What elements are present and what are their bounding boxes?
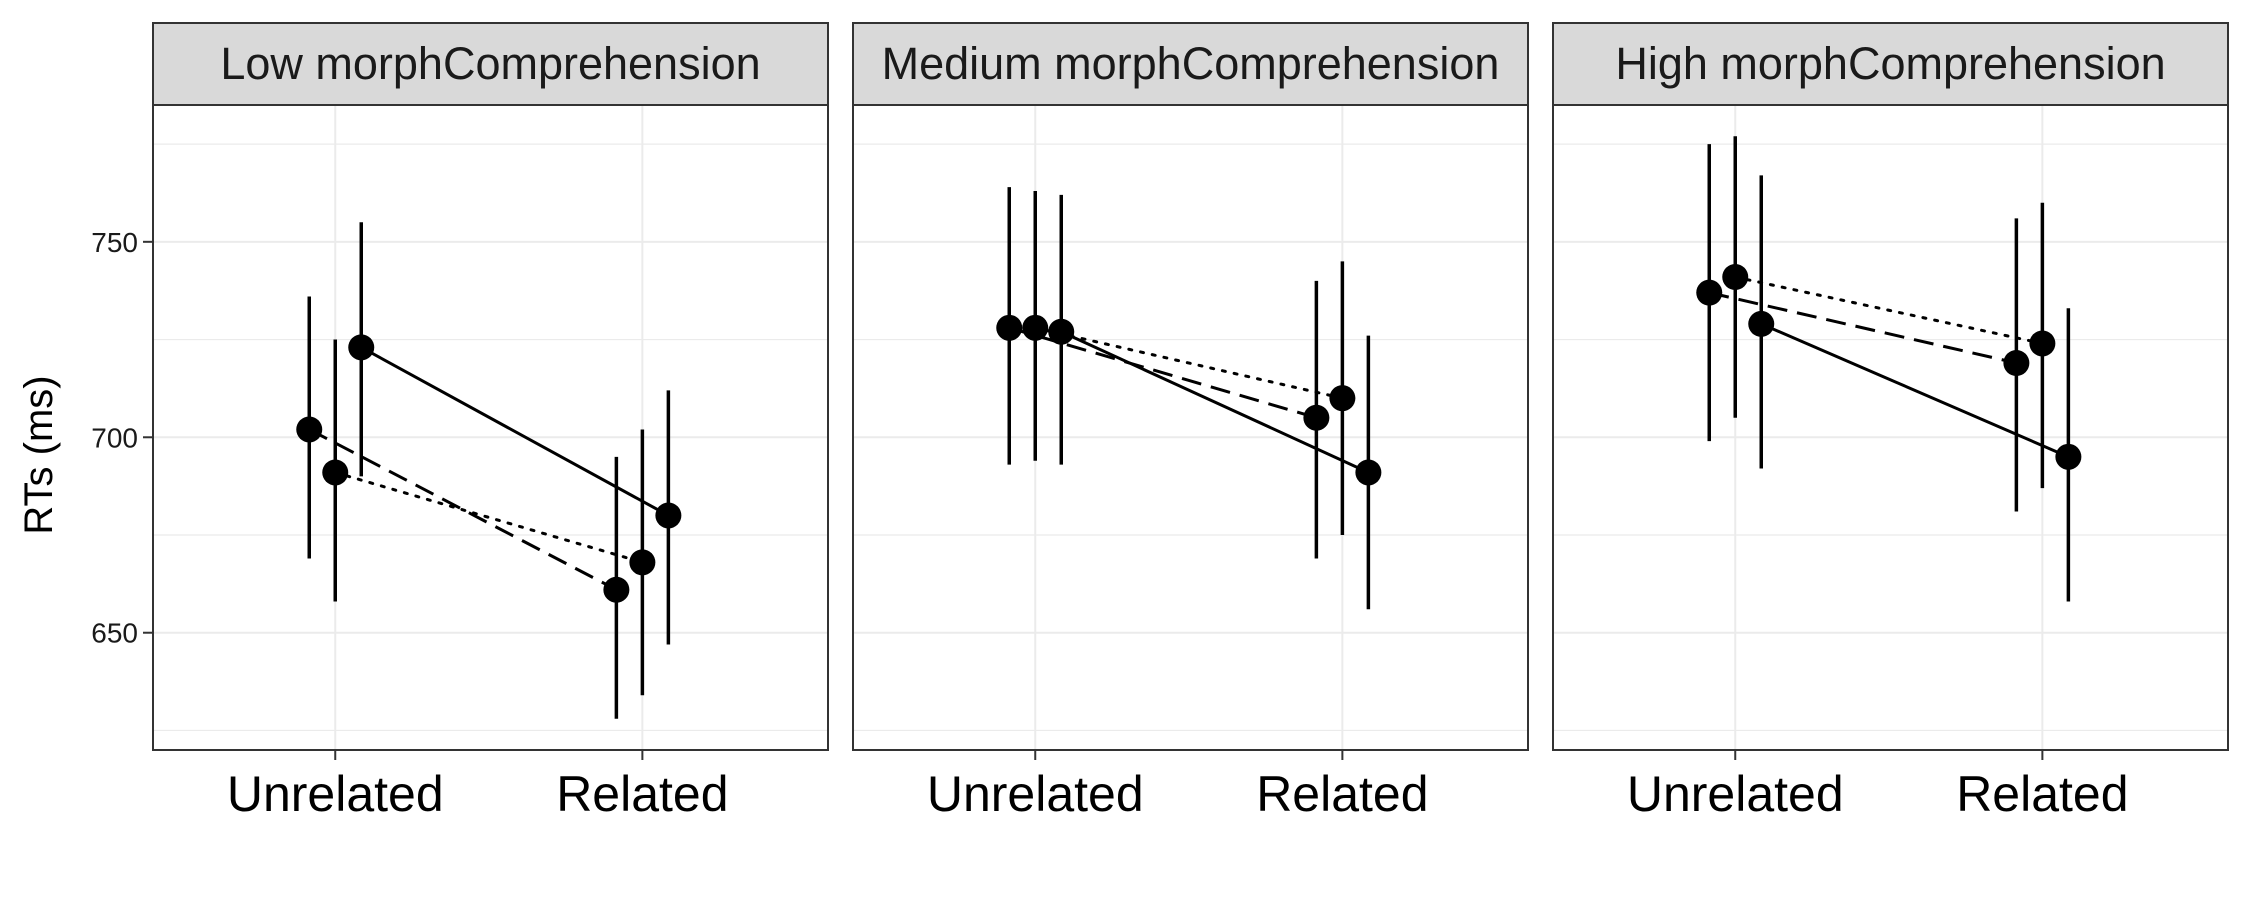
panel-2: Medium morphComprehension Unrelated Relate…	[852, 22, 1529, 822]
data-point	[2029, 330, 2056, 357]
data-point	[2003, 350, 2030, 376]
panel-border	[152, 104, 829, 751]
data-point	[603, 576, 630, 603]
panel-border	[1552, 104, 2229, 751]
panel-background	[853, 105, 1528, 750]
panels: Low morphComprehension Unrelated Related 65…	[91, 22, 2229, 822]
data-point	[629, 549, 656, 576]
panel-title: High morphComprehension	[1615, 38, 2165, 89]
data-point	[2055, 443, 2082, 470]
data-point	[1303, 404, 1330, 431]
x-tick-label: Unrelated	[927, 766, 1144, 822]
data-point	[655, 502, 682, 529]
series-line-solid	[1760, 322, 2069, 459]
panel-title: Low morphComprehension	[220, 38, 760, 89]
data-point	[996, 314, 1023, 341]
data-point	[1748, 310, 1775, 337]
panel-1: Low morphComprehension Unrelated Related 65…	[91, 22, 829, 822]
data-point	[322, 459, 349, 486]
data-point	[1722, 264, 1749, 290]
series-line-dashed	[308, 428, 618, 592]
y-tick-label: 700	[91, 422, 138, 453]
y-tick-label: 750	[91, 227, 138, 258]
panel-strip	[1552, 22, 2229, 106]
series-line-dotted	[1033, 326, 1344, 400]
series-line-dashed	[1708, 291, 2017, 365]
data-point	[1355, 459, 1382, 486]
panel-strip	[152, 22, 829, 106]
data-point	[296, 416, 323, 443]
series-line-dotted	[1733, 275, 2044, 345]
panel-3: High morphComprehension Unrelated Related	[1552, 22, 2229, 822]
x-tick-label: Related	[1256, 766, 1428, 822]
y-axis-title: RTs (ms)	[17, 375, 61, 534]
panel-background	[1553, 105, 2228, 750]
x-tick-label: Unrelated	[227, 766, 444, 822]
x-tick-label: Related	[1956, 766, 2128, 822]
series-line-dotted	[333, 470, 644, 564]
panel-title: Medium morphComprehension	[882, 38, 1500, 89]
x-tick-label: Related	[556, 766, 728, 822]
data-point	[1022, 314, 1049, 341]
data-point	[1696, 279, 1723, 306]
panel-background	[153, 105, 828, 750]
x-tick-label: Unrelated	[1627, 766, 1844, 822]
y-tick-label: 650	[91, 618, 138, 649]
series-line-solid	[1060, 330, 1369, 474]
data-point	[1048, 318, 1075, 345]
series-line-dashed	[1008, 326, 1317, 420]
series-line-solid	[360, 346, 670, 517]
data-point	[348, 334, 375, 361]
panel-border	[852, 104, 1529, 751]
data-point	[1329, 385, 1356, 412]
